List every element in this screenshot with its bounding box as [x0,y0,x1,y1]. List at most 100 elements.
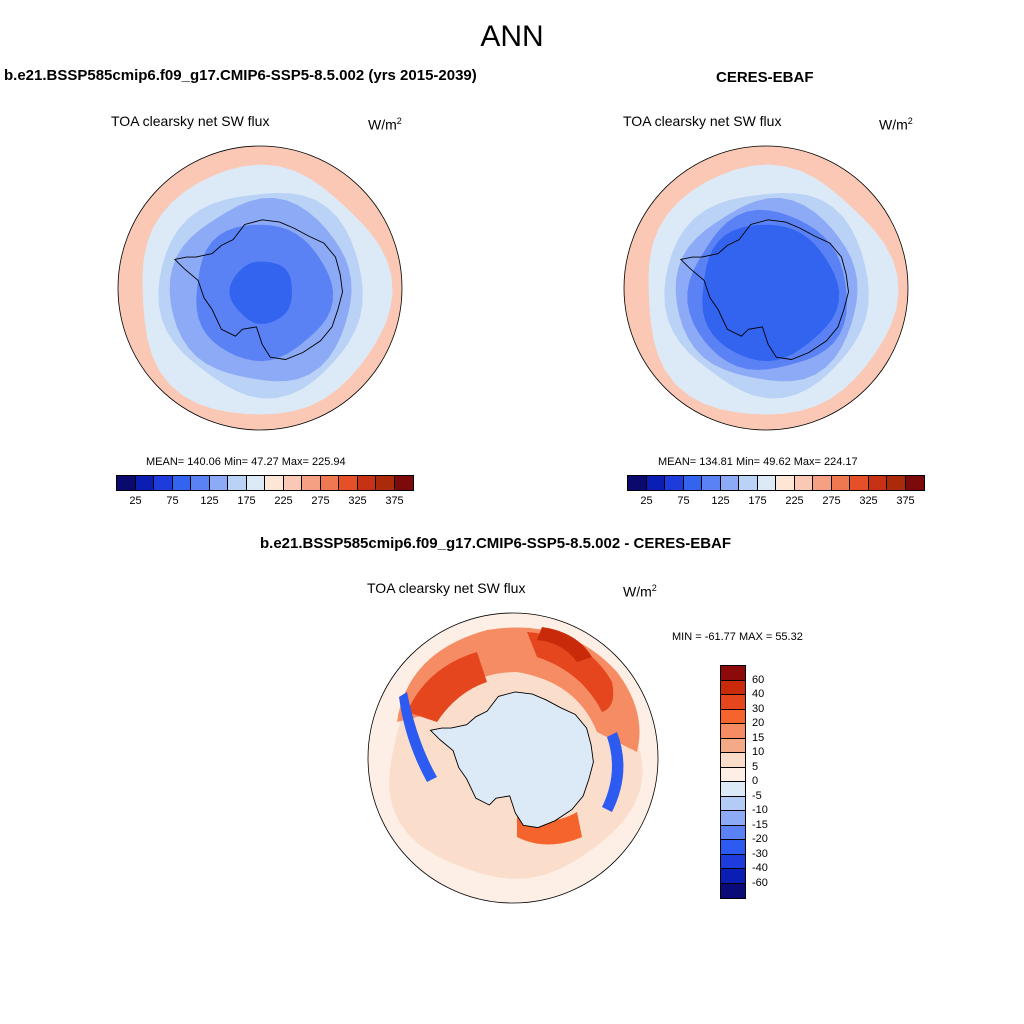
map-fill-layer [118,146,402,430]
positive-anomaly-band [517,812,582,845]
colorbar-cell [265,476,284,490]
colorbar-cell [209,476,228,490]
map-boundary [367,612,659,904]
positive-anomaly-max [537,627,592,662]
contour-band [735,261,798,324]
panel-1-units-base: W/m [368,116,397,133]
colorbar-tick-label: 325 [859,495,878,507]
negative-anomaly-band [430,691,594,828]
colorbar-cell [665,476,684,490]
colorbar-tick-label: 125 [200,495,219,507]
colorbar-tick-label: 225 [274,495,293,507]
colorbar-cell [905,476,924,490]
map-fill-layer [624,146,908,430]
colorbar-tick-label: -40 [752,862,768,874]
colorbar-tick-label: 75 [166,495,179,507]
panel-2-variable: TOA clearsky net SW flux [623,113,782,129]
colorbar-cell [283,476,302,490]
colorbar-tick-label: 5 [752,760,759,773]
colorbar-tick-label: 30 [752,702,765,715]
colorbar-tick-label: -60 [752,876,768,889]
diff-units-sup: 2 [651,583,657,593]
panel-2-colorbar [627,475,925,491]
diff-polar-map [367,612,659,904]
colorbar-cell [721,724,745,739]
colorbar-cell [376,476,395,490]
colorbar-tick-label: 125 [711,495,730,507]
colorbar-tick-label: 375 [385,495,404,507]
colorbar-cell [720,476,739,490]
colorbar-cell [721,854,745,869]
map-fill-layer [368,613,658,903]
colorbar-cell [302,476,321,490]
colorbar-cell [721,680,745,695]
colorbar-tick-label: -20 [752,833,768,845]
negative-anomaly-core [602,732,624,812]
colorbar-tick-label: 375 [896,495,915,507]
colorbar-cell [702,476,721,490]
panel-1-colorbar [116,475,414,491]
colorbar-cell [813,476,832,490]
colorbar-cell [721,738,745,753]
colorbar-tick-label: -15 [752,818,768,831]
colorbar-cell [757,476,776,490]
panel-2-units-base: W/m [879,116,908,133]
colorbar-cell [721,811,745,826]
colorbar-cell [135,476,154,490]
colorbar-cell [850,476,869,490]
colorbar-cell [357,476,376,490]
panel-1-units: W/m2 [368,116,402,133]
panel-2-polar-map [623,145,909,431]
colorbar-tick-label: -5 [752,789,762,802]
panel-1-variable: TOA clearsky net SW flux [111,113,270,129]
coastline [679,219,849,360]
positive-anomaly-core [527,632,614,712]
panel-2-units: W/m2 [879,116,913,133]
colorbar-tick-label: 225 [785,495,804,507]
colorbar-tick-label: 20 [752,717,765,729]
panel-2-title: CERES-EBAF [716,69,814,86]
colorbar-cell [721,869,745,884]
colorbar-cell [721,666,745,681]
colorbar-tick-label: -30 [752,847,768,860]
colorbar-cell [887,476,906,490]
colorbar-tick-label: 175 [237,495,256,507]
colorbar-tick-label: 60 [752,673,765,686]
figure-title: ANN [480,20,544,53]
colorbar-cell [776,476,795,490]
map-boundary [623,145,909,431]
colorbar-tick-label: 15 [752,731,765,744]
colorbar-cell [191,476,210,490]
colorbar-cell [721,840,745,855]
colorbar-tick-label: 25 [640,495,653,507]
diff-variable: TOA clearsky net SW flux [367,580,526,596]
panel-1-stats: MEAN= 140.06 Min= 47.27 Max= 225.94 [146,456,346,468]
panel-2-units-sup: 2 [907,116,913,126]
diff-stats: MIN = -61.77 MAX = 55.32 [672,631,803,643]
colorbar-cell [721,695,745,710]
diff-title: b.e21.BSSP585cmip6.f09_g17.CMIP6-SSP5-8.… [260,535,732,552]
colorbar-cell [721,753,745,768]
colorbar-cell [154,476,173,490]
colorbar-tick-label: 275 [822,495,841,507]
diff-units: W/m2 [623,583,657,600]
colorbar-cell [394,476,413,490]
colorbar-cell [721,782,745,797]
colorbar-tick-label: -10 [752,804,768,816]
colorbar-cell [721,825,745,840]
colorbar-cell [117,476,136,490]
panel-2-stats: MEAN= 134.81 Min= 49.62 Max= 224.17 [658,456,858,468]
panel-1-polar-map [117,145,403,431]
negative-anomaly-core [399,692,437,782]
colorbar-cell [683,476,702,490]
positive-anomaly-core [407,652,487,722]
colorbar-tick-label: 175 [748,495,767,507]
colorbar-cell [628,476,647,490]
colorbar-cell [721,796,745,811]
coastline [429,691,594,829]
colorbar-cell [721,709,745,724]
colorbar-cell [339,476,358,490]
colorbar-tick-label: 75 [677,495,690,507]
colorbar-cell [246,476,265,490]
map-boundary [117,145,403,431]
